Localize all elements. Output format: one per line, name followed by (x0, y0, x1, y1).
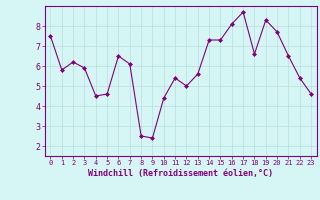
X-axis label: Windchill (Refroidissement éolien,°C): Windchill (Refroidissement éolien,°C) (88, 169, 273, 178)
